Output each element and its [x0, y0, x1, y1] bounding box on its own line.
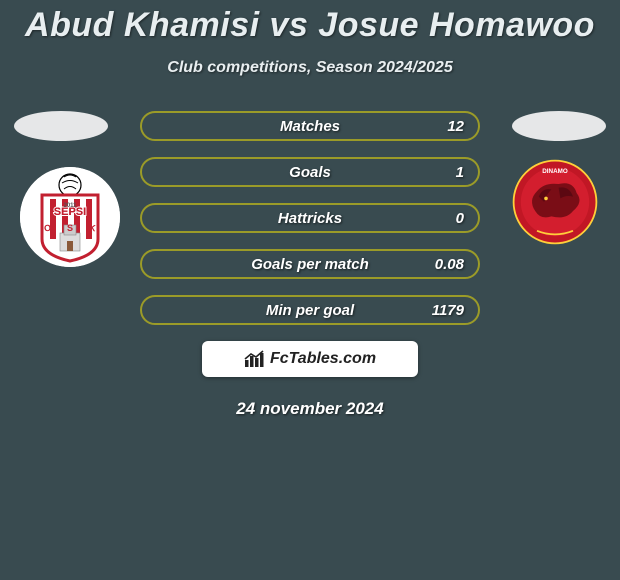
- svg-text:O: O: [43, 223, 51, 234]
- stat-bar: Matches12: [140, 111, 480, 141]
- brand-badge: FcTables.com: [202, 341, 418, 377]
- brand-text: FcTables.com: [270, 350, 376, 368]
- stat-value-right: 1: [424, 164, 464, 181]
- stats-bars: Matches12 Goals1 Hattricks0 Goals per match…: [140, 111, 480, 325]
- left-club-badge: SEPSI SEPSI 2011 O K S: [20, 167, 120, 267]
- player-right-placeholder: [512, 111, 606, 141]
- svg-text:DINAMO: DINAMO: [542, 168, 568, 175]
- stat-label: Goals per match: [196, 256, 424, 273]
- stat-value-right: 0: [424, 210, 464, 227]
- stat-bar: Goals per match0.08: [140, 249, 480, 279]
- right-club-badge: DINAMO: [510, 157, 600, 247]
- player-left-placeholder: [14, 111, 108, 141]
- stat-label: Hattricks: [196, 210, 424, 227]
- stat-bar: Goals1: [140, 157, 480, 187]
- stat-value-right: 0.08: [424, 256, 464, 273]
- stat-label: Matches: [196, 118, 424, 135]
- stat-bar: Hattricks0: [140, 203, 480, 233]
- stat-value-right: 1179: [424, 302, 464, 319]
- chart-icon: [244, 350, 266, 368]
- svg-text:2011: 2011: [63, 203, 77, 209]
- stat-label: Min per goal: [196, 302, 424, 319]
- subtitle: Club competitions, Season 2024/2025: [0, 59, 620, 77]
- stat-bar: Min per goal1179: [140, 295, 480, 325]
- svg-text:S: S: [67, 223, 73, 233]
- page-title: Abud Khamisi vs Josue Homawoo: [0, 0, 620, 45]
- stat-label: Goals: [196, 164, 424, 181]
- date-label: 24 november 2024: [0, 399, 620, 419]
- stat-value-right: 12: [424, 118, 464, 135]
- comparison-panel: SEPSI SEPSI 2011 O K S DINAMO Matches12 G…: [0, 111, 620, 419]
